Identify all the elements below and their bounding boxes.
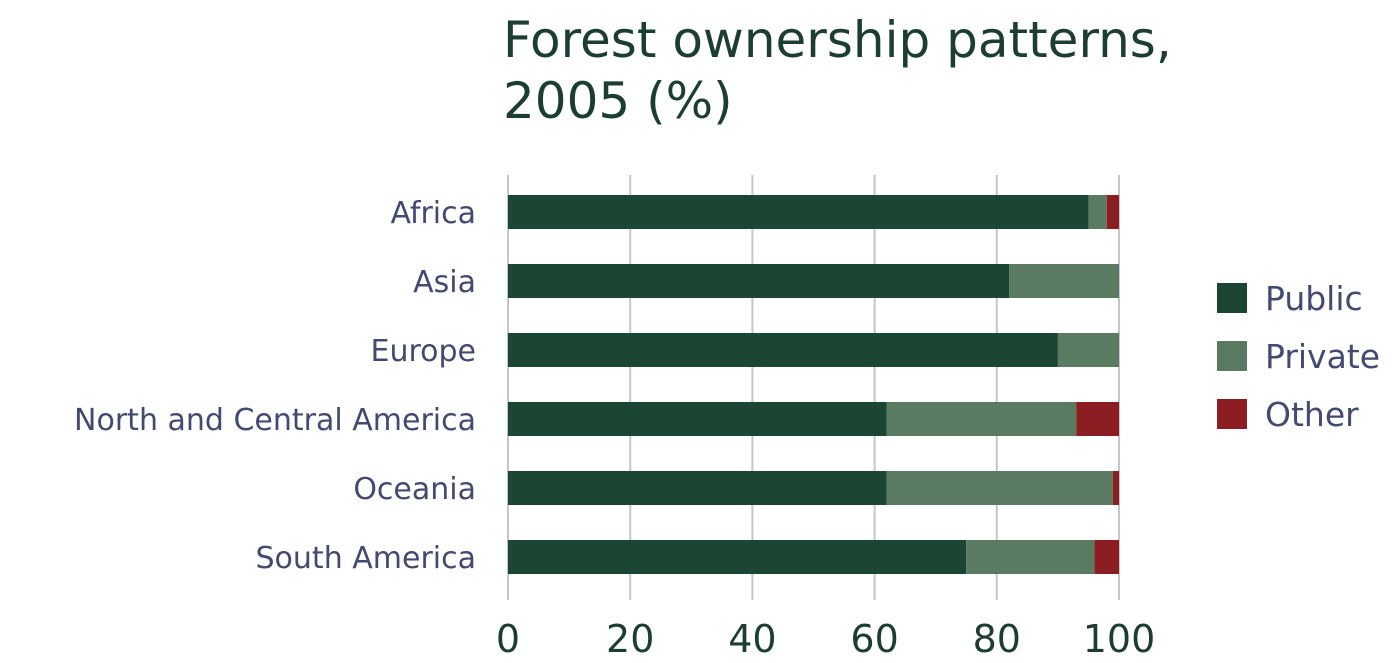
legend-label-other: Other	[1265, 395, 1359, 434]
bar-africa-other	[1106, 195, 1119, 229]
bar-europe-private	[1057, 333, 1119, 367]
bar-south-america-other	[1094, 540, 1119, 574]
bar-asia-private	[1009, 264, 1119, 298]
bar-oceania-private	[886, 471, 1113, 505]
bar-europe-public	[508, 333, 1058, 367]
category-label-europe: Europe	[371, 334, 477, 369]
bar-oceania-other	[1112, 471, 1119, 505]
bar-south-america-public	[508, 540, 967, 574]
x-tick-label-80: 80	[973, 617, 1021, 661]
x-tick-label-0: 0	[496, 617, 520, 661]
bar-north-and-central-america-public	[508, 402, 887, 436]
category-label-south-america: South America	[256, 541, 476, 576]
legend-label-public: Public	[1265, 279, 1363, 318]
bar-africa-public	[508, 195, 1089, 229]
legend-swatch-public	[1217, 283, 1247, 313]
legend-swatch-other	[1217, 399, 1247, 429]
bar-north-and-central-america-other	[1076, 402, 1119, 436]
x-tick-label-100: 100	[1083, 617, 1156, 661]
x-tick-label-20: 20	[606, 617, 654, 661]
chart-title: Forest ownership patterns, 2005 (%)	[503, 10, 1363, 132]
bar-asia-public	[508, 264, 1010, 298]
legend-label-private: Private	[1265, 337, 1380, 376]
bar-north-and-central-america-private	[886, 402, 1077, 436]
legend: Public Private Other	[1217, 279, 1380, 434]
x-axis-tick-labels: 0 20 40 60 80 100	[496, 617, 1155, 661]
chart-title-line-2: 2005 (%)	[503, 72, 733, 130]
legend-swatch-private	[1217, 341, 1247, 371]
category-label-north-and-central-america: North and Central America	[74, 403, 476, 438]
category-label-oceania: Oceania	[353, 472, 476, 507]
bar-oceania-public	[508, 471, 887, 505]
gridlines	[507, 175, 1120, 600]
category-labels: Africa Asia Europe North and Central Americ…	[74, 196, 476, 576]
x-tick-label-60: 60	[850, 617, 898, 661]
chart-title-line-1: Forest ownership patterns,	[503, 11, 1172, 69]
category-label-asia: Asia	[413, 265, 476, 300]
x-tick-label-40: 40	[728, 617, 776, 661]
bar-south-america-private	[966, 540, 1095, 574]
bars	[508, 195, 1119, 574]
category-label-africa: Africa	[390, 196, 476, 231]
bar-africa-private	[1088, 195, 1107, 229]
